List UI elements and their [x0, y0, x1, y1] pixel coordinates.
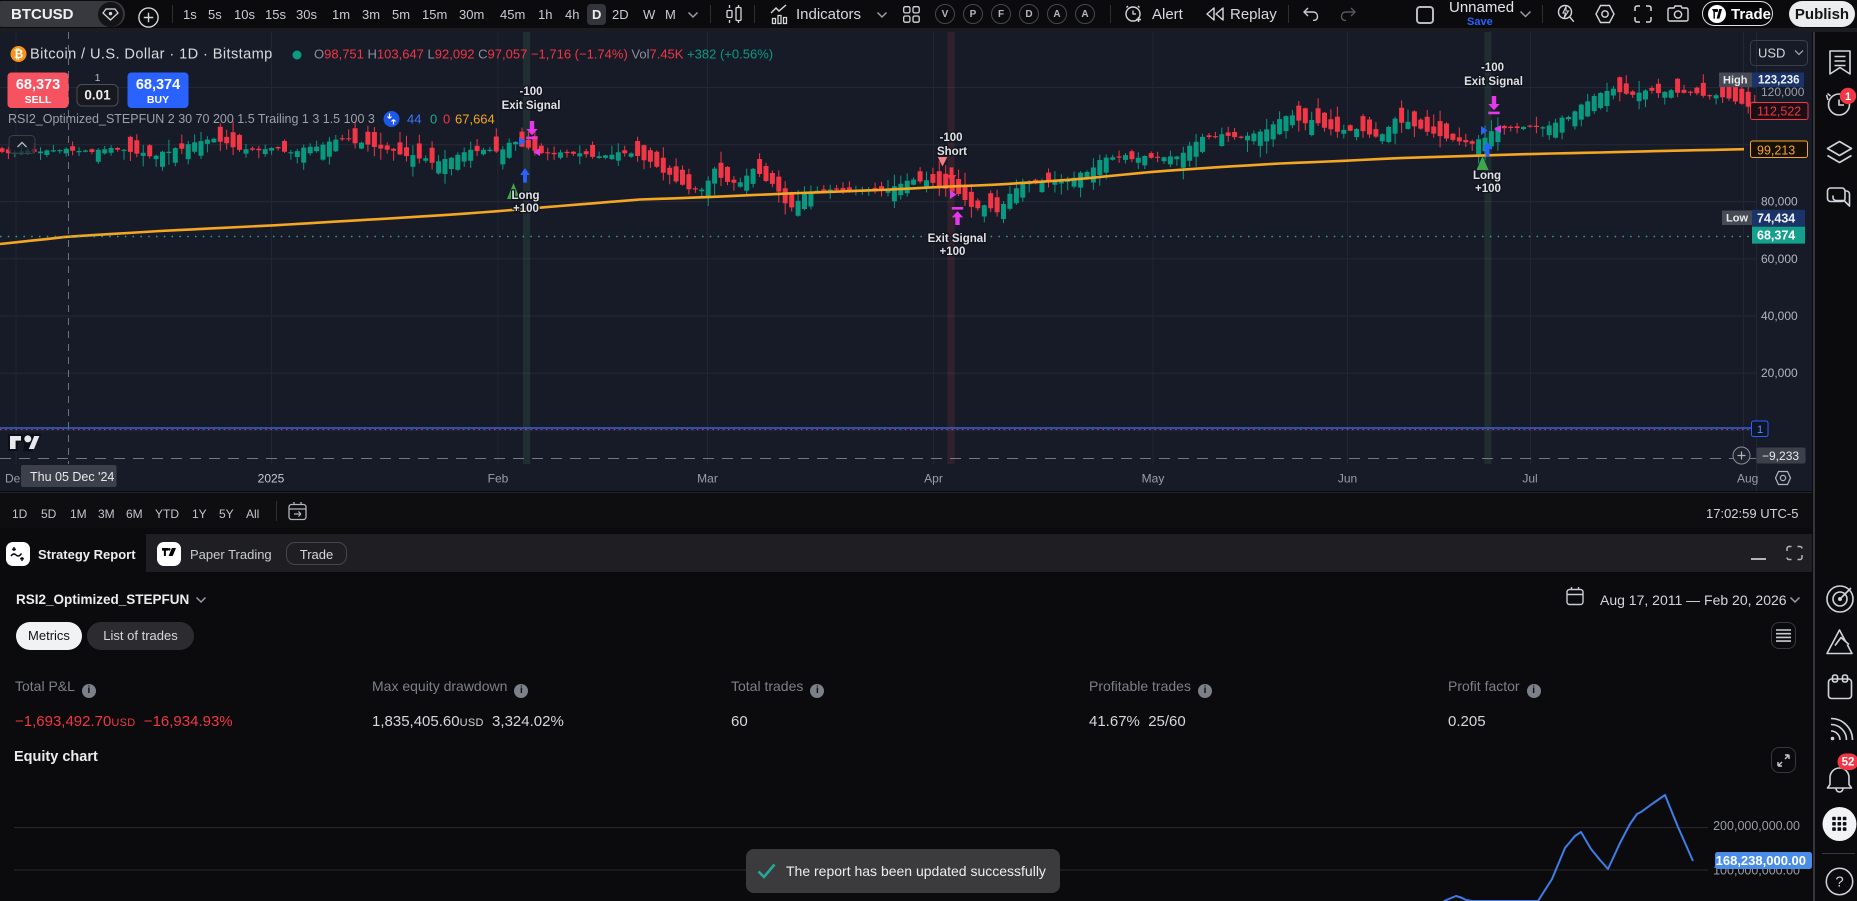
svg-text:Apr: Apr [924, 472, 943, 486]
svg-text:-100: -100 [519, 86, 542, 98]
svg-text:May: May [1142, 472, 1165, 486]
svg-text:High: High [1723, 75, 1748, 87]
svg-text:USD: USD [1758, 46, 1785, 61]
svg-text:-100: -100 [1481, 62, 1504, 74]
svg-text:Long: Long [1473, 170, 1501, 182]
svg-text:68,374: 68,374 [136, 77, 180, 93]
svg-text:Short: Short [937, 146, 967, 158]
svg-text:168,238,000.00: 168,238,000.00 [1716, 853, 1806, 868]
svg-text:20,000: 20,000 [1761, 366, 1798, 380]
svg-text:RSI2_Optimized_STEPFUN 2 30 70: RSI2_Optimized_STEPFUN 2 30 70 200 1.5 T… [8, 112, 375, 126]
svg-text:1: 1 [1845, 91, 1851, 103]
svg-text:Feb: Feb [488, 472, 509, 486]
svg-text:-100: -100 [939, 132, 962, 144]
svg-text:Mar: Mar [697, 472, 718, 486]
svg-text:Jul: Jul [1522, 472, 1537, 486]
svg-text:Bitcoin / U.S. Dollar · 1D · B: Bitcoin / U.S. Dollar · 1D · Bitstamp [30, 47, 273, 63]
svg-text:?: ? [1835, 874, 1843, 891]
svg-text:0: 0 [430, 112, 437, 127]
svg-text:74,434: 74,434 [1757, 211, 1795, 225]
svg-text:99,213: 99,213 [1757, 144, 1795, 158]
svg-text:BUY: BUY [147, 94, 169, 106]
svg-text:52: 52 [1842, 757, 1855, 769]
svg-text:SELL: SELL [25, 94, 52, 106]
svg-text:1: 1 [95, 72, 101, 84]
svg-text:Exit Signal: Exit Signal [1464, 76, 1523, 88]
svg-text:Long: Long [511, 190, 539, 202]
svg-text:67,664: 67,664 [455, 112, 495, 127]
svg-text:O98,751 H103,647 L92,092 C97,0: O98,751 H103,647 L92,092 C97,057 −1,716 … [314, 47, 773, 62]
svg-text:−9,233: −9,233 [1762, 449, 1799, 463]
svg-text:0: 0 [443, 112, 450, 127]
svg-text:+100: +100 [940, 246, 966, 258]
svg-text:80,000: 80,000 [1761, 195, 1798, 209]
svg-text:68,373: 68,373 [16, 77, 60, 93]
svg-text:2025: 2025 [258, 472, 285, 486]
svg-text:60,000: 60,000 [1761, 252, 1798, 266]
svg-text:De: De [5, 472, 21, 486]
svg-text:40,000: 40,000 [1761, 309, 1798, 323]
svg-text:68,374: 68,374 [1757, 228, 1795, 242]
svg-text:200,000,000.00: 200,000,000.00 [1713, 819, 1800, 833]
svg-text:Thu 05 Dec '24: Thu 05 Dec '24 [30, 470, 114, 484]
svg-text:Exit Signal: Exit Signal [502, 100, 561, 112]
svg-text:Jun: Jun [1338, 472, 1357, 486]
svg-text:+100: +100 [513, 203, 539, 215]
svg-text:+100: +100 [1475, 183, 1501, 195]
svg-text:Aug: Aug [1737, 472, 1758, 486]
svg-text:112,522: 112,522 [1757, 105, 1801, 119]
svg-text:Exit Signal: Exit Signal [928, 233, 987, 245]
svg-text:123,236: 123,236 [1758, 75, 1800, 87]
svg-text:0.01: 0.01 [84, 88, 111, 103]
svg-text:1: 1 [1757, 424, 1763, 436]
svg-text:44: 44 [407, 112, 421, 127]
svg-text:₿: ₿ [14, 49, 23, 61]
svg-text:120,000: 120,000 [1761, 85, 1805, 99]
svg-text:Low: Low [1726, 213, 1748, 225]
